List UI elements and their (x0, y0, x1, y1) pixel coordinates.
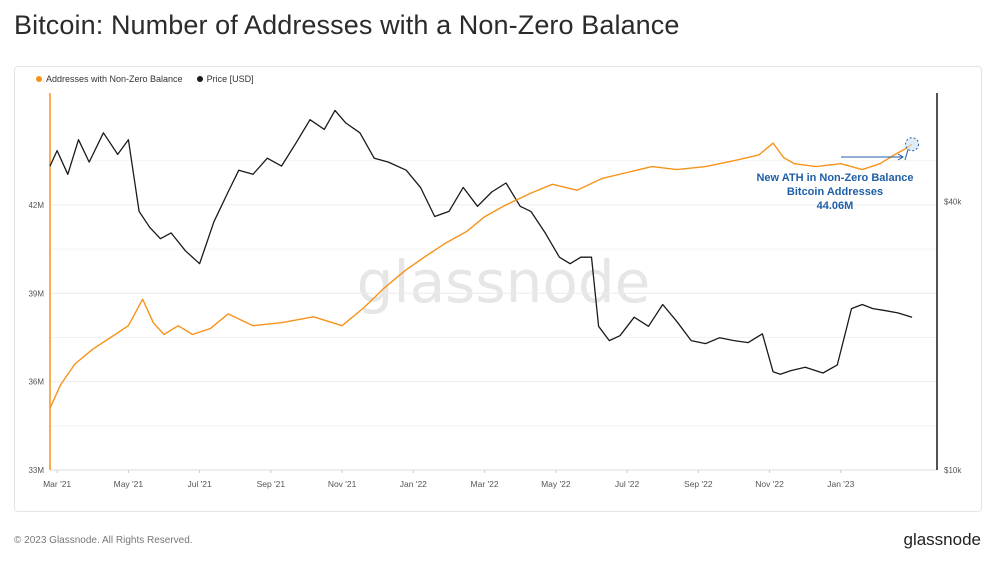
x-tick-label-6: Mar '22 (471, 479, 499, 489)
x-tick-label-2: Jul '21 (187, 479, 212, 489)
y-right-tick-label-1: $40k (944, 197, 962, 206)
legend-item-price[interactable]: Price [USD] (196, 74, 254, 84)
y-left-tick-label-1: 36M (28, 378, 44, 387)
chart-panel (14, 66, 982, 512)
annotation-arrowhead-horizontal (897, 153, 904, 161)
x-tick-label-10: Nov '22 (755, 479, 784, 489)
brand-logo-text: glassnode (903, 530, 981, 549)
page-title: Bitcoin: Number of Addresses with a Non-… (14, 10, 680, 40)
y-right-tick-label-0: $10k (944, 466, 962, 475)
x-tick-label-5: Jan '22 (400, 479, 427, 489)
legend-label-addresses: Addresses with Non-Zero Balance (46, 74, 183, 84)
x-tick-label-9: Sep '22 (684, 479, 713, 489)
annotation-text-line-2: 44.06M (817, 200, 854, 212)
x-tick-label-11: Jan '23 (827, 479, 854, 489)
legend-item-addresses[interactable]: Addresses with Non-Zero Balance (36, 74, 183, 84)
x-tick-label-0: Mar '21 (43, 479, 71, 489)
ath-highlight-circle (905, 137, 920, 152)
annotation-arrow-line-diagonal (904, 149, 909, 161)
watermark-text: glassnode (357, 248, 651, 316)
y-left-tick-label-3: 42M (28, 201, 44, 210)
y-left-tick-label-2: 39M (28, 289, 44, 298)
copyright-text: © 2023 Glassnode. All Rights Reserved. (14, 535, 193, 546)
addresses-series-line (49, 142, 913, 409)
x-tick-label-4: Nov '21 (328, 479, 357, 489)
annotation-text-line-0: New ATH in Non-Zero Balance (756, 172, 913, 184)
y-left-tick-label-0: 33M (28, 466, 44, 475)
legend-label-price: Price [USD] (206, 74, 254, 84)
annotation-text-line-1: Bitcoin Addresses (787, 186, 883, 198)
x-tick-label-1: May '21 (114, 479, 144, 489)
x-tick-label-7: May '22 (541, 479, 571, 489)
x-tick-label-8: Jul '22 (615, 479, 640, 489)
x-tick-label-3: Sep '21 (257, 479, 286, 489)
legend-dot-price (196, 76, 203, 82)
chart-legend: Addresses with Non-Zero Balance Price [U… (36, 74, 254, 84)
price-series-line (49, 109, 913, 375)
legend-dot-addresses (36, 76, 42, 82)
